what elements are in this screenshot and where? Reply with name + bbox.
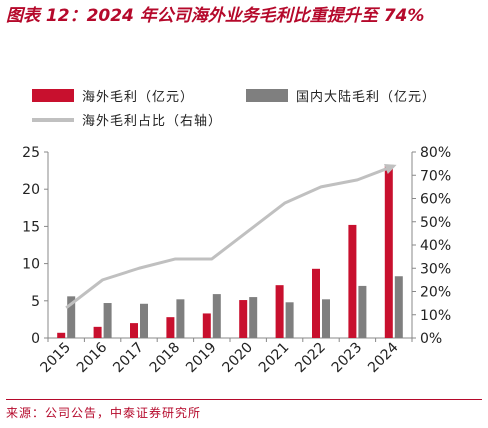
y-tick-label-right: 60% (420, 192, 451, 208)
bar-domestic (140, 303, 148, 338)
x-tick-label: 2024 (365, 339, 402, 376)
bar-domestic (176, 299, 185, 338)
x-tick-label: 2022 (292, 340, 329, 377)
legend: 海外毛利（亿元） 国内大陆毛利（亿元） 海外毛利占比（右轴） (0, 0, 488, 129)
bar-overseas (312, 268, 320, 338)
bar-overseas (166, 317, 175, 338)
x-tick-label: 2021 (256, 340, 293, 377)
bar-overseas (202, 313, 211, 338)
x-tick-label: 2019 (183, 340, 220, 377)
y-tick-label-left: 20 (22, 182, 40, 198)
source-note: 来源：公司公告，中泰证券研究所 (6, 406, 202, 420)
bar-overseas (130, 323, 138, 338)
legend-label-domestic: 国内大陆毛利（亿元） (296, 90, 437, 105)
y-tick-label-left: 5 (31, 294, 40, 310)
y-tick-label-right: 40% (420, 238, 451, 254)
figure-title: 图表 12：2024 年公司海外业务毛利比重提升至 74% (6, 6, 425, 26)
x-tick-label: 2017 (110, 340, 147, 377)
bar-domestic (285, 302, 294, 338)
y-tick-label-right: 80% (420, 145, 451, 161)
legend-swatch-overseas (32, 89, 74, 102)
bar-overseas (239, 300, 248, 338)
x-tick-label: 2020 (220, 340, 257, 377)
legend-item-share: 海外毛利占比（右轴） (32, 110, 222, 129)
x-tick-label: 2018 (147, 340, 184, 377)
bar-domestic (103, 303, 112, 338)
y-tick-label-left: 25 (22, 145, 40, 161)
y-tick-label-right: 50% (420, 215, 451, 231)
legend-label-share: 海外毛利占比（右轴） (82, 114, 223, 129)
bar-overseas (348, 224, 357, 338)
y-tick-label-left: 15 (22, 219, 40, 235)
bar-overseas (275, 285, 284, 338)
source-divider (6, 399, 482, 400)
y-tick-label-right: 10% (420, 308, 451, 324)
y-tick-label-left: 10 (22, 257, 40, 273)
line-share (65, 164, 395, 309)
legend-label-overseas: 海外毛利（亿元） (82, 90, 195, 105)
legend-item-overseas: 海外毛利（亿元） (32, 86, 194, 105)
bar-overseas (93, 326, 102, 338)
bar-domestic (249, 297, 258, 338)
x-tick-label: 2015 (38, 340, 75, 377)
line-share-arrowhead (383, 163, 397, 174)
x-tick-label: 2016 (74, 339, 111, 376)
bar-overseas (57, 332, 66, 338)
bar-domestic (322, 299, 330, 338)
x-tick-label: 2023 (329, 340, 366, 377)
bar-overseas (384, 166, 393, 338)
legend-item-domestic: 国内大陆毛利（亿元） (246, 86, 436, 105)
bar-domestic (358, 285, 367, 338)
bar-domestic (394, 276, 403, 338)
y-tick-label-right: 70% (420, 168, 451, 184)
legend-swatch-share (32, 117, 74, 122)
chart-canvas: 0 5 10 15 20 25 0% 10% 20% 30% 40% 50% 60% 70% 80% 2015… (22, 145, 451, 377)
bar-domestic (212, 294, 221, 338)
y-tick-label-left: 0 (31, 331, 40, 347)
legend-swatch-domestic (246, 89, 288, 102)
y-tick-label-right: 0% (420, 331, 442, 347)
bar-domestic (67, 296, 76, 338)
y-tick-label-right: 30% (420, 261, 451, 277)
y-tick-label-right: 20% (420, 285, 451, 301)
